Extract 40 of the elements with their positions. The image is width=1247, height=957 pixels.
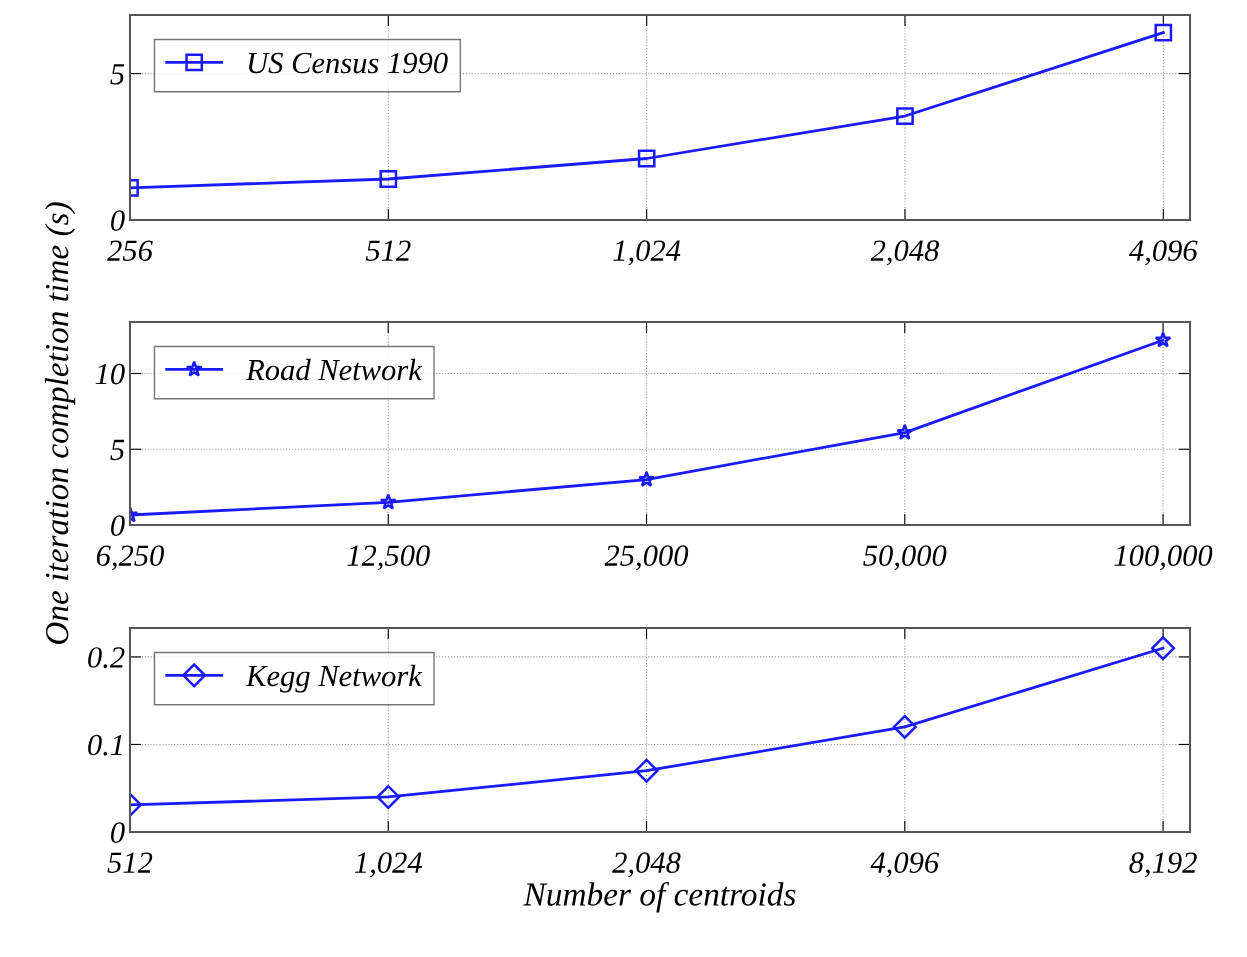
y-axis-title: One iteration completion time (s) bbox=[44, 202, 76, 644]
point bbox=[892, 714, 917, 739]
x-tick-label: 1,024 bbox=[354, 852, 422, 878]
point bbox=[896, 423, 914, 441]
x-tick-label: 100,000 bbox=[1114, 545, 1213, 571]
x-tick-label: 25,000 bbox=[604, 545, 689, 571]
point bbox=[1151, 636, 1176, 661]
point bbox=[896, 107, 914, 125]
legend-label: US Census 1990 bbox=[248, 52, 448, 74]
x-tick-label: 512 bbox=[365, 240, 411, 261]
point bbox=[638, 470, 656, 487]
point bbox=[376, 784, 401, 810]
legend-label: Road Network bbox=[245, 358, 423, 381]
x-tick-label: 8,192 bbox=[1129, 852, 1197, 878]
x-tick-label: 512 bbox=[107, 852, 153, 873]
x-tick-label: 256 bbox=[107, 240, 153, 261]
x-tick-label: 4,096 bbox=[870, 852, 940, 878]
point bbox=[1154, 331, 1172, 348]
point bbox=[634, 758, 659, 783]
y-tick-label: 0.2 bbox=[88, 647, 125, 668]
x-tick-label: 2,048 bbox=[870, 240, 940, 266]
y-tick-label: 0 bbox=[111, 210, 125, 231]
y-tick-label: 0 bbox=[111, 515, 125, 536]
x-tick-label: 4,096 bbox=[1129, 240, 1198, 266]
point bbox=[1154, 23, 1173, 42]
y-tick-label: 5 bbox=[110, 64, 125, 85]
x-tick-label: 50,000 bbox=[863, 545, 947, 571]
x-axis-title: Number of centroids bbox=[523, 881, 796, 913]
legend-label: Kegg Network bbox=[245, 664, 423, 693]
y-tick-label: 0.1 bbox=[88, 734, 122, 756]
x-tick-label: 1,024 bbox=[613, 240, 681, 266]
point bbox=[637, 149, 656, 168]
y-tick-label: 0 bbox=[111, 822, 125, 843]
point bbox=[379, 170, 398, 188]
point bbox=[379, 493, 397, 510]
x-tick-label: 6,250 bbox=[96, 545, 164, 571]
y-tick-label: 10 bbox=[95, 363, 125, 385]
y-tick-label: 5 bbox=[110, 439, 125, 461]
x-tick-label: 12,500 bbox=[347, 545, 430, 571]
x-tick-label: 2,048 bbox=[612, 852, 681, 878]
